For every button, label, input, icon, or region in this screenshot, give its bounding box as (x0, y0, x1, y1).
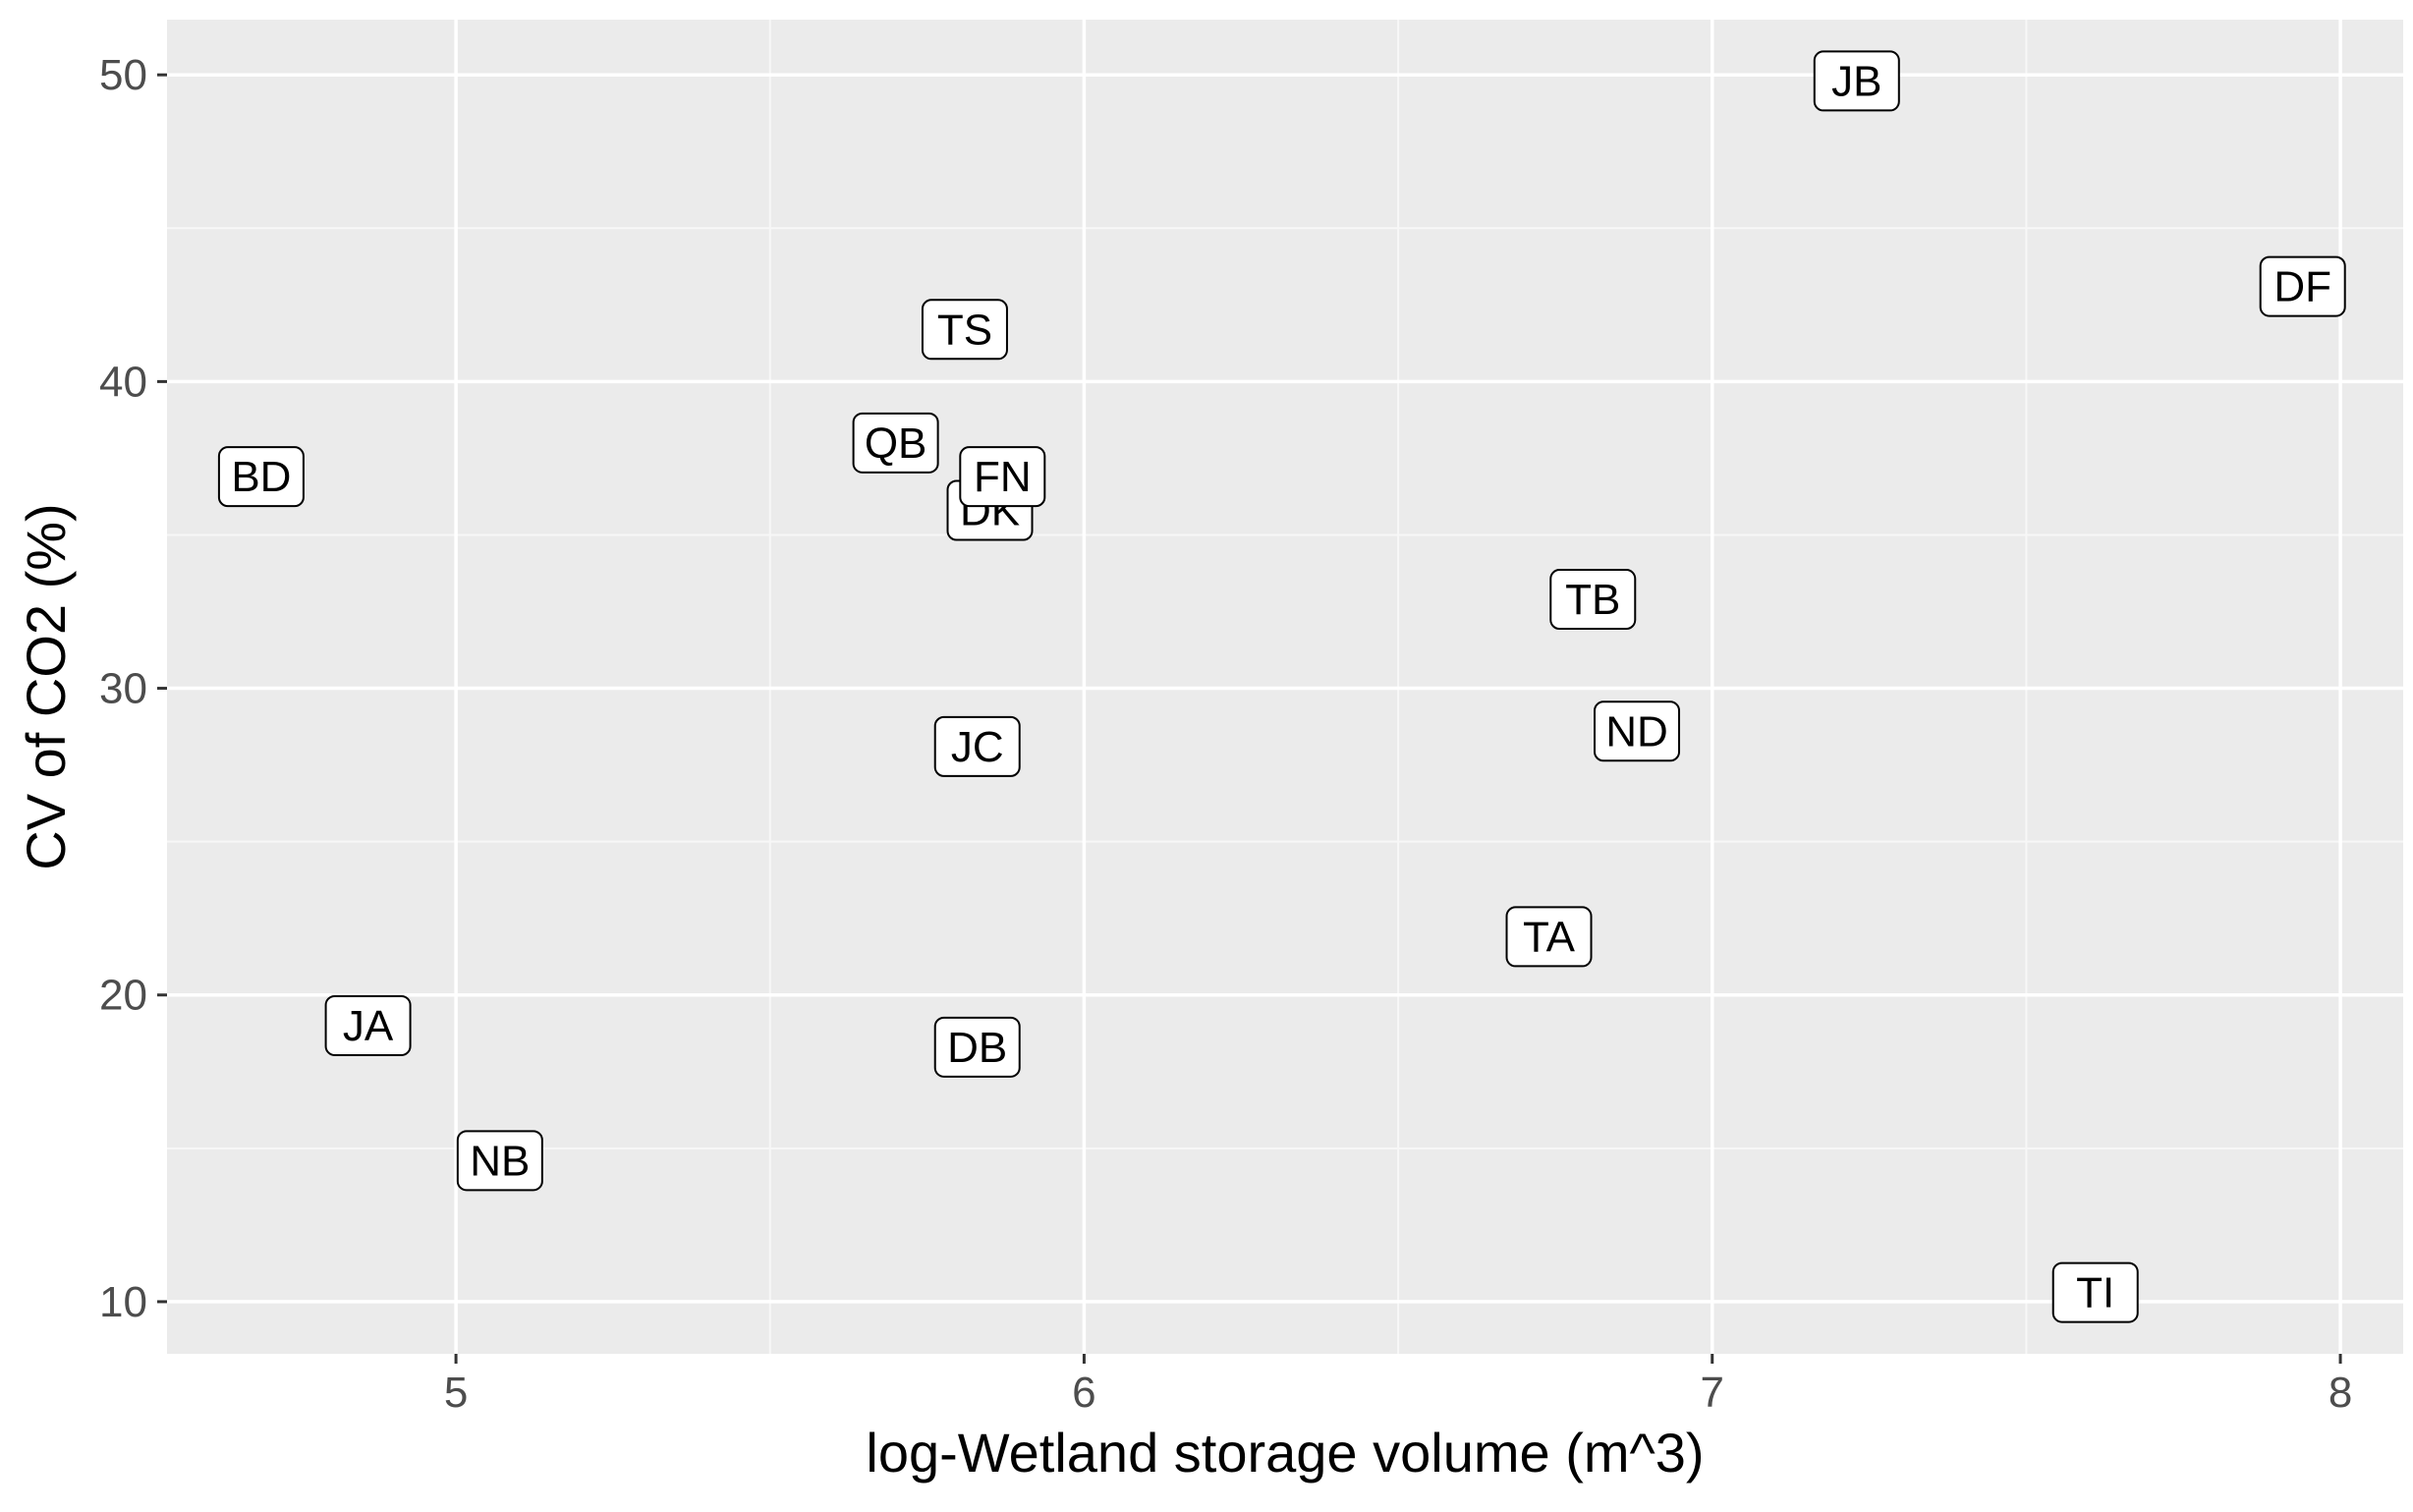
x-axis-title: log-Wetland storage volume (m^3) (866, 1422, 1704, 1484)
point-label-ti: TI (2051, 1261, 2139, 1323)
major-gridlines (167, 20, 2403, 1354)
point-label-qb: QB (852, 412, 939, 474)
point-label-box (456, 1130, 543, 1192)
point-label-df: DF (2259, 255, 2346, 317)
y-tick-label: 20 (99, 972, 147, 1020)
y-axis-ticks: 10 20 30 40 50 (99, 51, 167, 1326)
point-label-box (959, 446, 1046, 508)
point-label-text: QB (865, 420, 927, 468)
y-tick-label: 30 (99, 665, 147, 713)
point-label-bd: BD (217, 446, 305, 508)
point-label-fn: FN (959, 446, 1046, 508)
point-label-ta: TA (1505, 906, 1593, 968)
point-label-jb: JB (1813, 50, 1900, 112)
point-label-box (933, 715, 1021, 777)
point-label-text: JC (951, 723, 1004, 771)
point-label-box (852, 412, 939, 474)
y-tick-label: 40 (99, 358, 147, 406)
point-label-box (1549, 569, 1637, 631)
point-label-nd: ND (1594, 700, 1681, 762)
point-label-text: TS (937, 306, 992, 354)
point-label-text: NB (470, 1137, 530, 1185)
point-label-text: BD (231, 453, 291, 501)
point-label-text: TB (1565, 576, 1620, 624)
point-label-text: FN (974, 453, 1032, 501)
point-label-text: TA (1523, 913, 1576, 961)
x-tick-label: 8 (2329, 1369, 2352, 1417)
point-label-box (217, 446, 305, 508)
point-label-box (933, 1016, 1021, 1078)
point-label-db: DB (933, 1016, 1021, 1078)
point-label-box (921, 299, 1008, 361)
point-label-text: DF (2273, 263, 2331, 311)
point-label-text: JB (1831, 57, 1881, 105)
point-label-text: TI (2076, 1269, 2114, 1317)
point-label-tb: TB (1549, 569, 1637, 631)
point-label-box (1813, 50, 1900, 112)
point-label-text: ND (1605, 707, 1668, 756)
y-tick-label: 50 (99, 51, 147, 99)
point-label-nb: NB (456, 1130, 543, 1192)
point-label-text: DB (947, 1024, 1007, 1072)
point-label-box (324, 994, 412, 1056)
x-axis-ticks: 5 6 7 8 (444, 1354, 2352, 1417)
point-label-ja: JA (324, 994, 412, 1056)
y-tick-label: 10 (99, 1278, 147, 1326)
x-tick-label: 7 (1700, 1369, 1723, 1417)
y-axis-title: CV of CO2 (%) (15, 503, 77, 869)
point-label-box (2051, 1261, 2139, 1323)
point-label-box (1505, 906, 1593, 968)
point-label-box (1594, 700, 1681, 762)
point-label-text: JA (343, 1002, 394, 1050)
point-label-jc: JC (933, 715, 1021, 777)
x-tick-label: 5 (444, 1369, 468, 1417)
x-tick-label: 6 (1072, 1369, 1095, 1417)
point-label-box (2259, 255, 2346, 317)
point-label-ts: TS (921, 299, 1008, 361)
